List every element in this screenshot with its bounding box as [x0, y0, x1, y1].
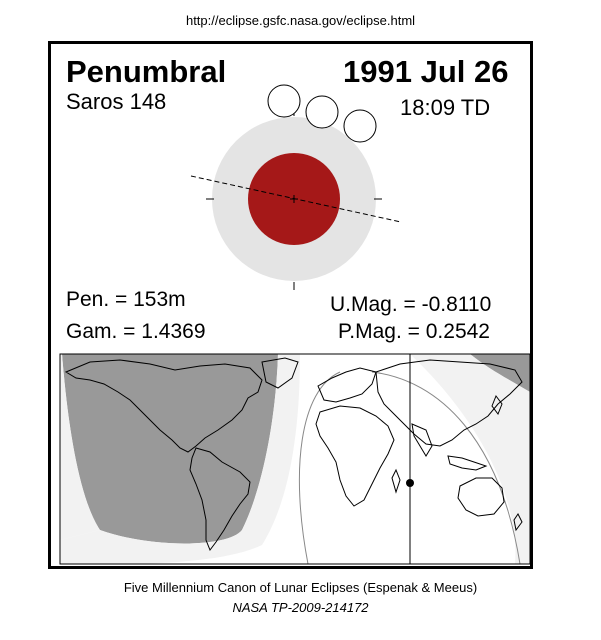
source-url: http://eclipse.gsfc.nasa.gov/eclipse.htm…: [185, 13, 416, 28]
region-partial-right: [410, 354, 530, 564]
gamma-value: Gam. = 1.4369: [66, 320, 206, 343]
north-america: [64, 359, 263, 453]
footer-credit: Five Millennium Canon of Lunar Eclipses …: [123, 580, 478, 595]
moon-position-max: [305, 95, 339, 129]
saros-number: Saros 148: [66, 89, 167, 114]
australia: [457, 477, 505, 517]
eclipse-time: 18:09 TD: [400, 95, 491, 120]
sublunar-point: [406, 479, 414, 487]
new-zealand: [513, 513, 523, 532]
shadow-center-mark: [290, 195, 298, 203]
moon-position-end: [343, 109, 377, 143]
greenland: [261, 357, 299, 389]
madagascar: [391, 468, 401, 494]
eclipse-date: 1991 Jul 26: [343, 54, 509, 89]
umbral-magnitude: U.Mag. = -0.8110: [330, 293, 492, 316]
world-visibility-map: [60, 354, 530, 564]
moon-position-start: [267, 84, 301, 118]
eclipse-type: Penumbral: [66, 54, 227, 89]
indonesia: [447, 455, 488, 471]
region-not-visible-far-left: [60, 354, 100, 540]
africa: [315, 405, 395, 507]
map-border: [59, 353, 531, 565]
region-not-visible-left: [60, 354, 278, 544]
eclipse-panel: [48, 41, 533, 569]
penumbral-duration: Pen. = 153m: [66, 288, 186, 311]
asia: [375, 359, 523, 447]
europe: [317, 367, 377, 403]
penumbral-magnitude: P.Mag. = 0.2542: [338, 320, 490, 343]
footer-publication: NASA TP-2009-214172: [232, 600, 369, 615]
japan: [491, 394, 503, 416]
region-partial-left: [60, 354, 300, 564]
south-america: [189, 447, 251, 552]
india: [411, 423, 433, 457]
